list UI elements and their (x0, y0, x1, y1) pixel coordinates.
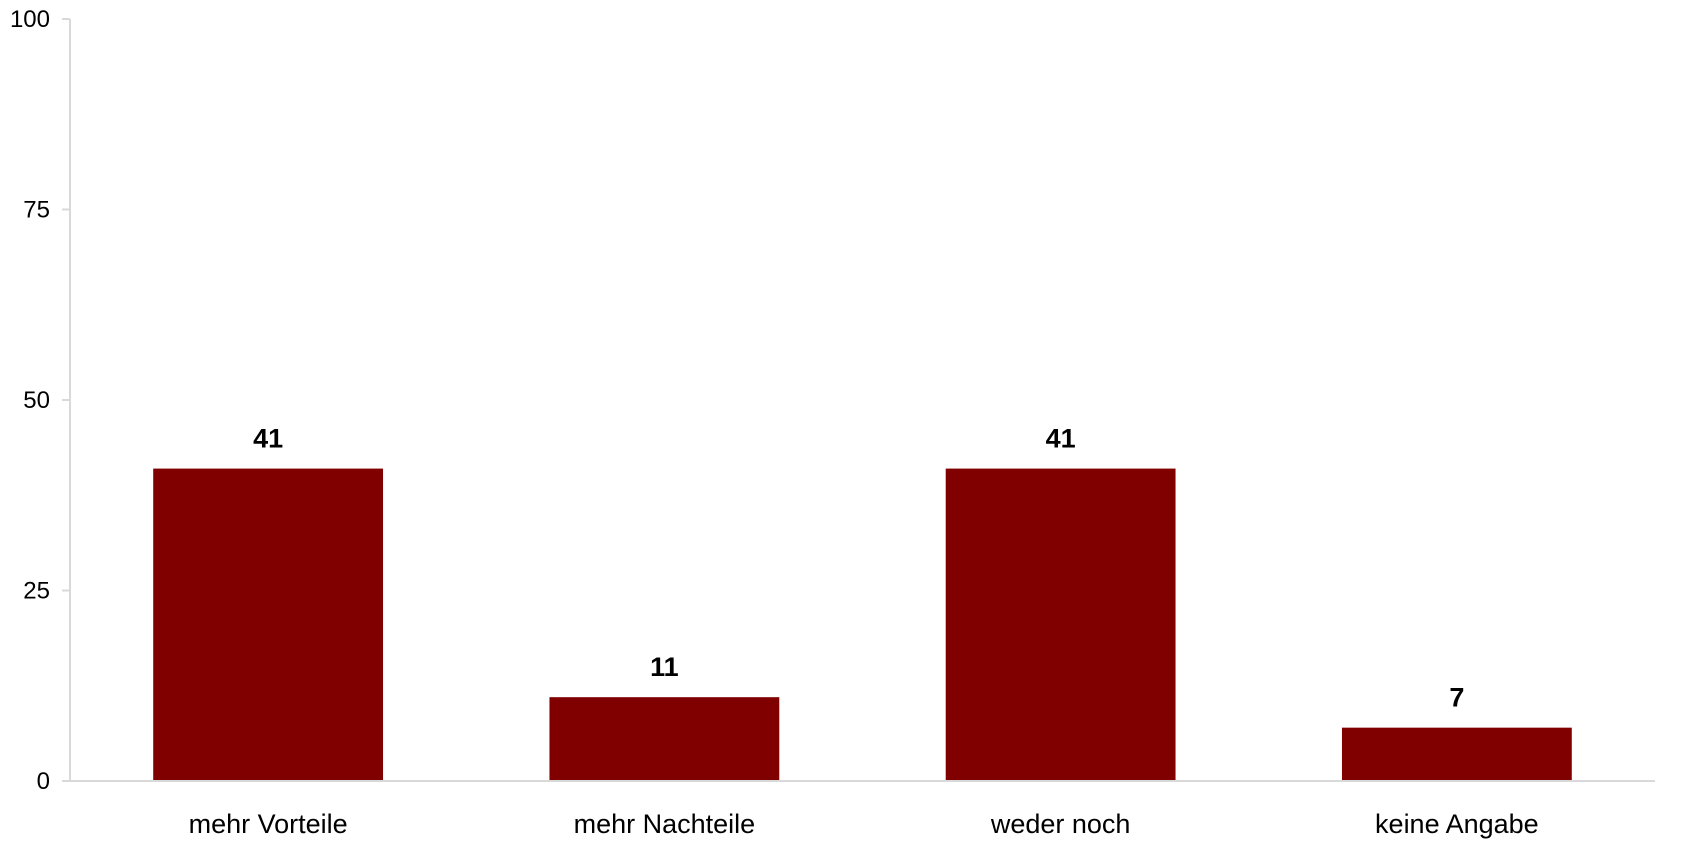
y-tick-label: 100 (10, 6, 50, 33)
y-axis: 0 25 50 75 100 (10, 6, 71, 795)
bar (153, 468, 384, 781)
data-label: 11 (650, 652, 679, 682)
y-tick-label: 50 (23, 387, 50, 414)
x-category-label: mehr Vorteile (189, 809, 348, 839)
x-category-label: keine Angabe (1375, 809, 1539, 839)
data-label: 41 (1046, 424, 1076, 454)
bar (549, 697, 780, 781)
data-label: 7 (1449, 683, 1464, 713)
y-tick-label: 0 (37, 768, 50, 795)
y-tick-label: 75 (23, 197, 50, 224)
data-label: 41 (253, 424, 283, 454)
x-axis: mehr Vorteile mehr Nachteile weder noch kei… (70, 780, 1655, 839)
x-category-label: weder noch (990, 809, 1131, 839)
bars: 41 11 41 7 (153, 424, 1572, 781)
y-tick-label: 25 (23, 578, 50, 605)
bar (945, 468, 1176, 781)
x-category-label: mehr Nachteile (574, 809, 756, 839)
bar (1341, 727, 1572, 781)
